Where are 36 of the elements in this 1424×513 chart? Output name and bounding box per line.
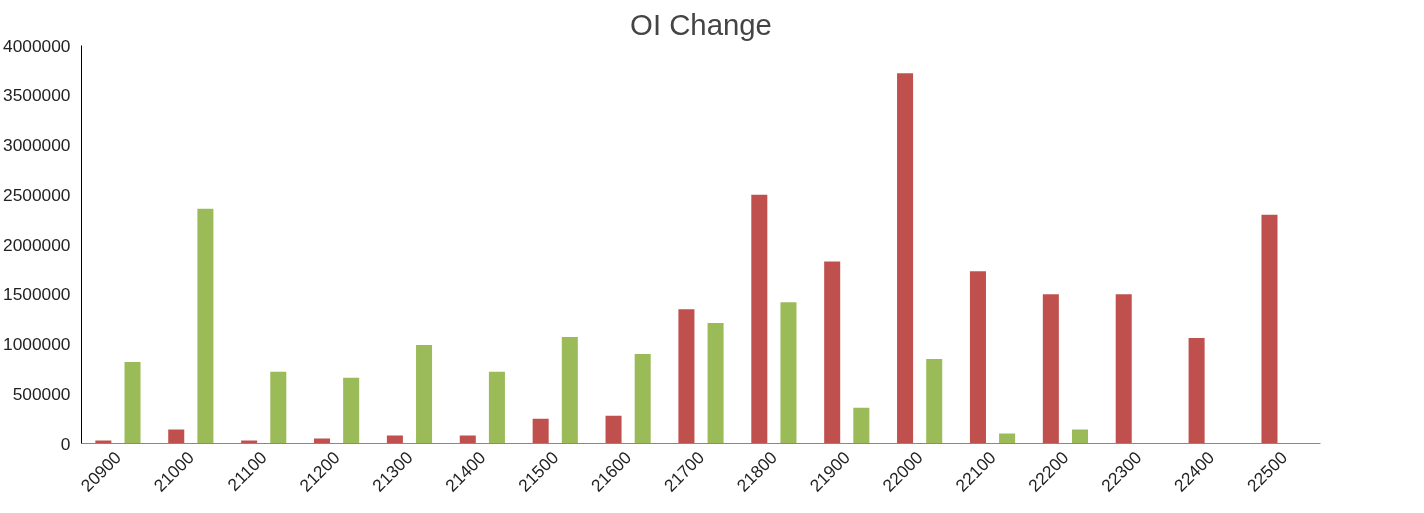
bar <box>488 371 505 444</box>
bar <box>124 361 141 444</box>
bar <box>168 429 185 444</box>
y-tick-label: 4000000 <box>3 35 71 56</box>
bar <box>634 353 651 444</box>
y-tick-label: 2000000 <box>3 234 71 255</box>
y-tick-label: 1500000 <box>3 284 71 305</box>
bar <box>1261 214 1278 444</box>
bar <box>926 358 943 444</box>
bar <box>1042 294 1059 444</box>
bar <box>751 194 768 444</box>
bar <box>532 418 549 444</box>
y-tick-label: 2500000 <box>3 184 71 205</box>
y-tick-label: 500000 <box>12 383 71 404</box>
bar <box>853 407 870 444</box>
bar <box>1115 294 1132 444</box>
bar <box>780 302 797 444</box>
bar <box>1071 429 1089 444</box>
bar <box>897 73 914 444</box>
bar <box>416 344 433 444</box>
bar <box>969 271 986 444</box>
bar <box>1188 338 1205 444</box>
y-tick-label: 1000000 <box>3 334 71 354</box>
bar <box>270 371 287 444</box>
bar <box>824 261 841 444</box>
bar <box>561 337 578 444</box>
bar <box>343 377 360 444</box>
y-tick-label: 3000000 <box>3 135 71 155</box>
bar <box>678 309 695 444</box>
y-tick-label: 3500000 <box>3 85 71 106</box>
chart-title: OI Change <box>630 7 772 41</box>
y-tick-label: 0 <box>60 433 71 454</box>
bar <box>605 415 622 444</box>
bar <box>197 208 214 444</box>
bar <box>707 323 724 444</box>
bar <box>999 433 1016 444</box>
